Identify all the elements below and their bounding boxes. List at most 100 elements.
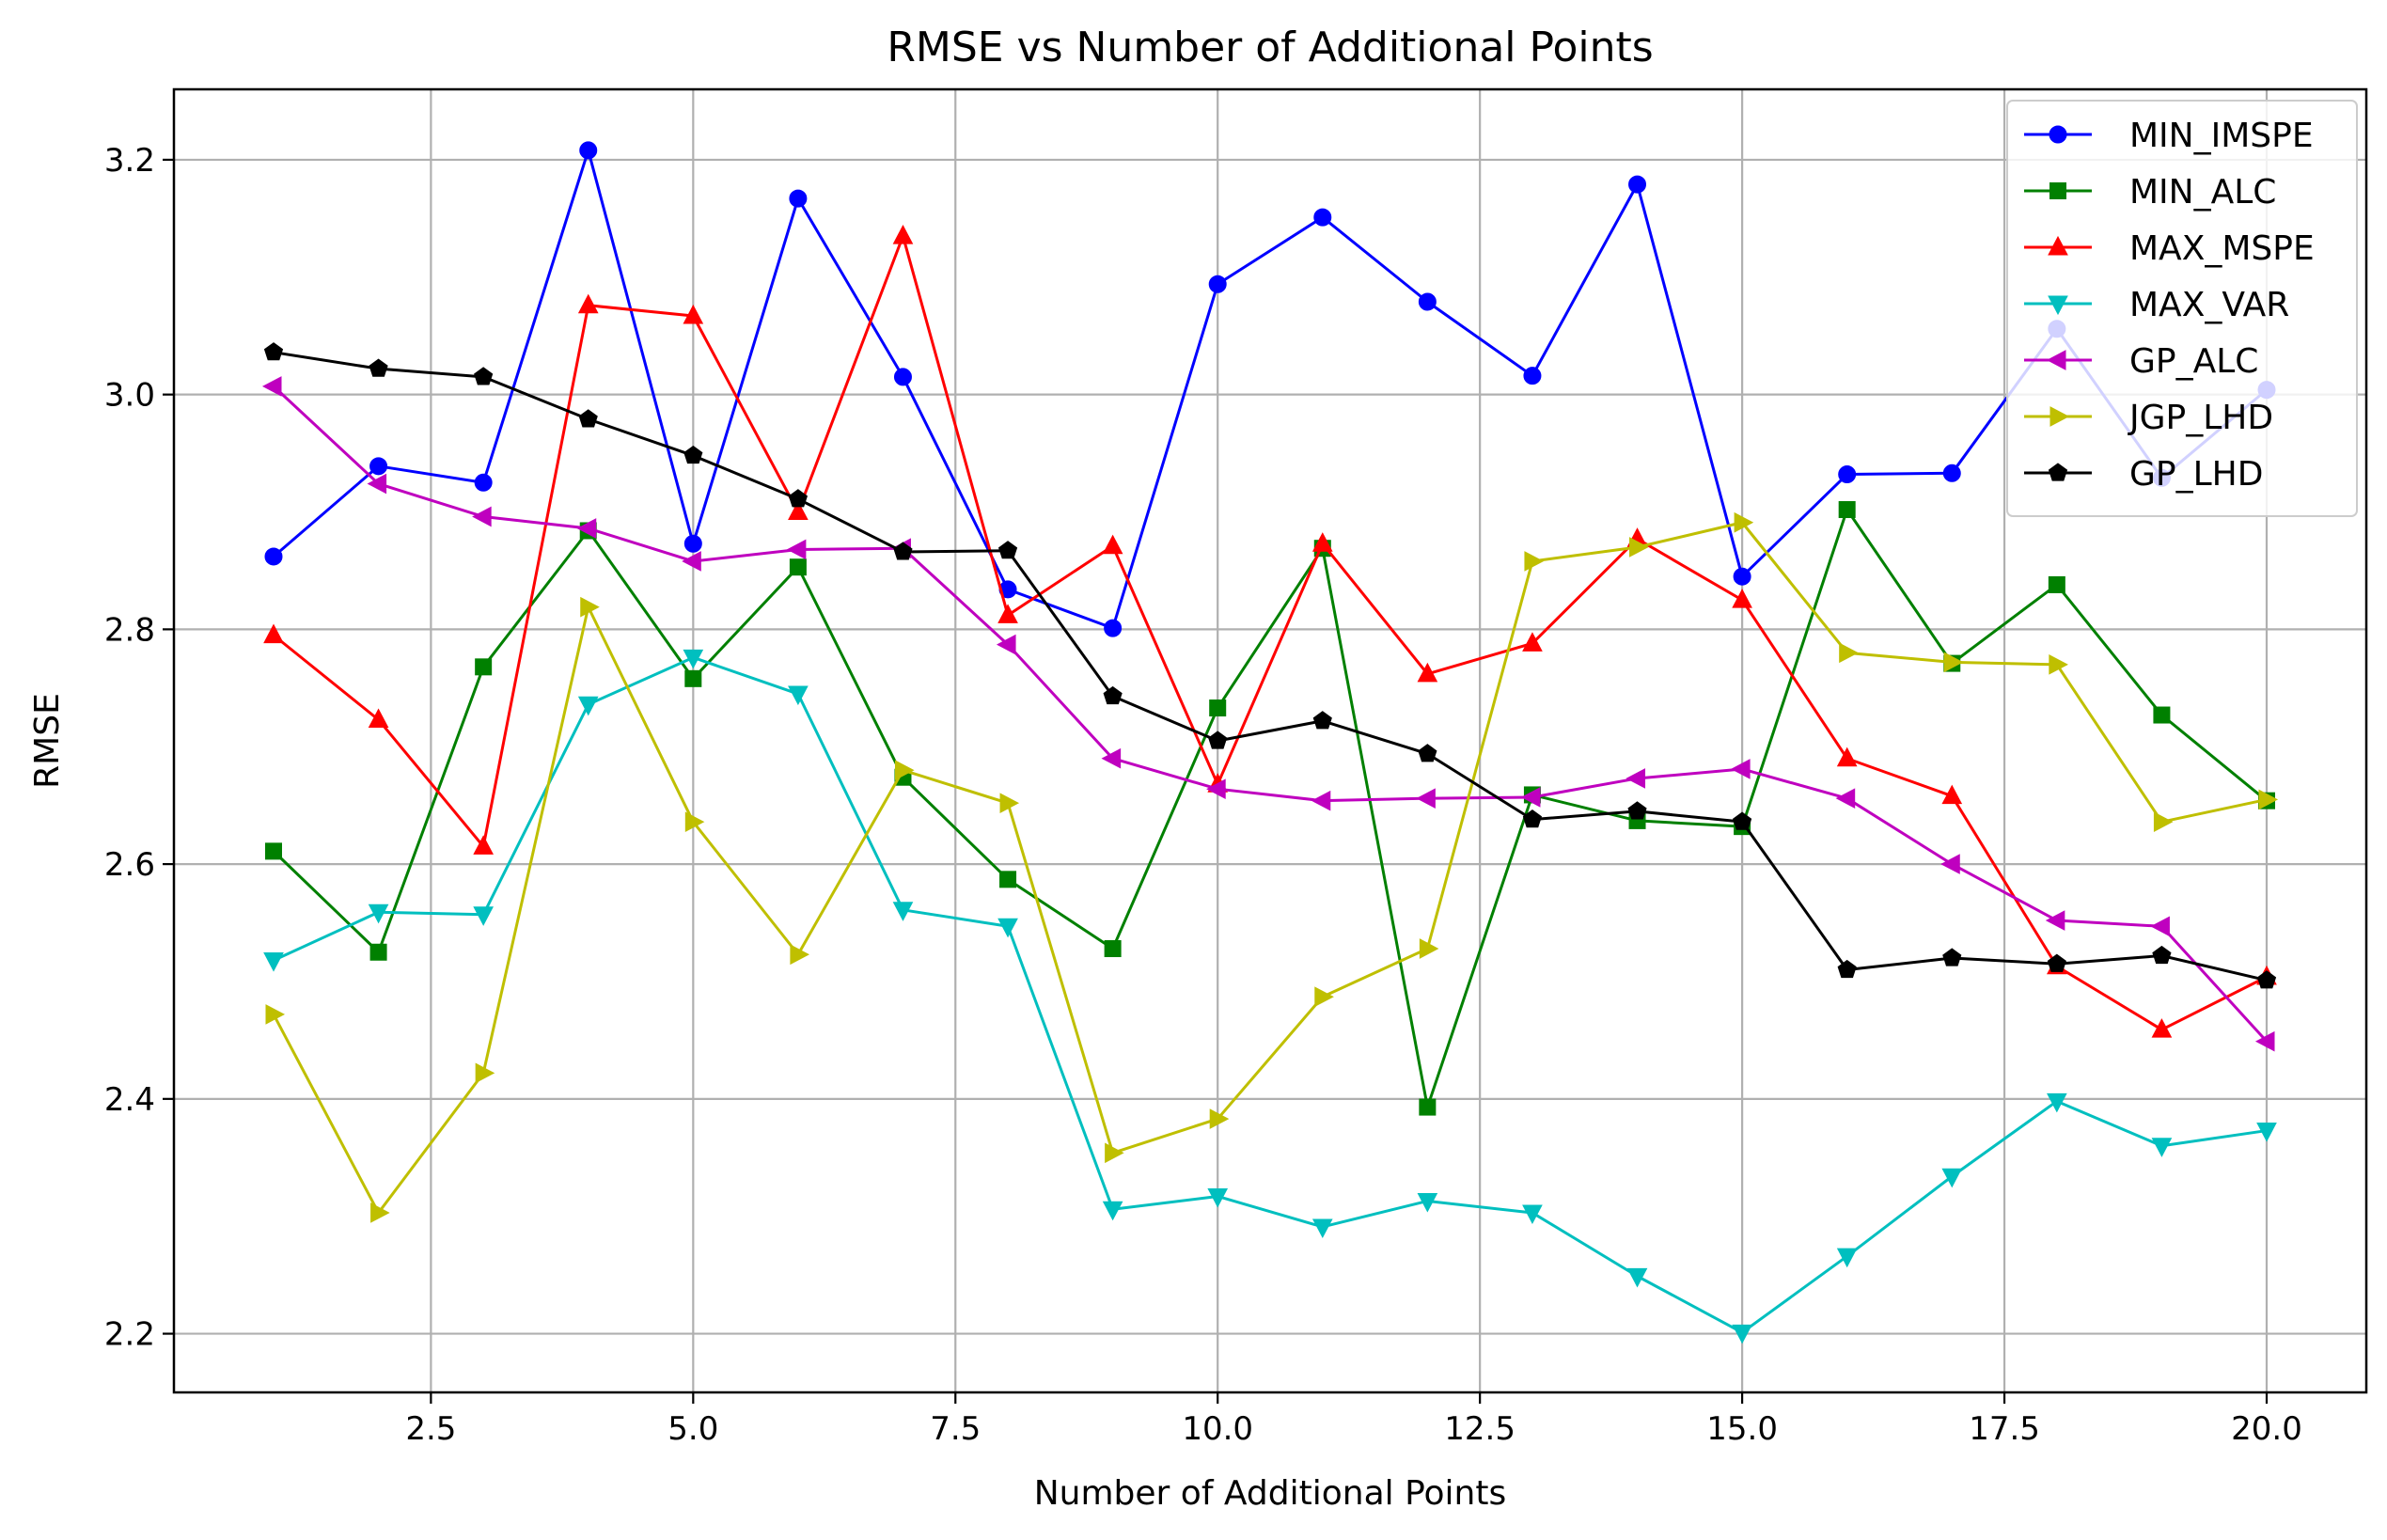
legend-label: JGP_LHD [2128, 399, 2273, 437]
data-point [1416, 788, 1436, 809]
data-point [263, 951, 284, 972]
data-point [265, 842, 282, 860]
data-point [369, 358, 388, 377]
data-point [367, 473, 387, 495]
legend-marker [2048, 463, 2068, 481]
data-point [474, 473, 493, 492]
data-point [1206, 778, 1226, 800]
series-gp-lhd [263, 342, 2277, 989]
legend: MIN_IMSPE MIN_ALC MAX_MSPE MAX_VAR GP_ALC JGP… [2006, 100, 2358, 517]
data-point [1942, 464, 1961, 482]
data-point [1625, 768, 1646, 789]
data-point [786, 539, 807, 560]
data-point [892, 902, 914, 921]
data-point [2254, 1030, 2275, 1052]
legend-entry: MAX_MSPE [2024, 229, 2315, 268]
data-point [1940, 854, 1960, 874]
data-point [580, 596, 600, 618]
data-point [997, 918, 1018, 938]
x-tick-label: 7.5 [930, 1410, 981, 1448]
data-point [1311, 1218, 1333, 1239]
x-axis-label: Number of Additional Points [1034, 1474, 1507, 1513]
data-point [1732, 589, 1752, 608]
series-layer [261, 141, 2279, 1344]
data-point [1523, 367, 1542, 385]
data-point [1418, 744, 1437, 762]
legend-entry: GP_LHD [2024, 455, 2263, 494]
data-point [1734, 511, 1754, 533]
data-point [473, 835, 494, 855]
legend-label: MAX_VAR [2129, 286, 2289, 324]
data-point [2153, 811, 2174, 832]
data-point [892, 225, 914, 244]
data-point [997, 541, 1018, 559]
legend-marker [2046, 350, 2066, 370]
data-point [368, 904, 389, 924]
data-point [1731, 759, 1751, 779]
y-tick-label: 2.8 [104, 611, 155, 649]
data-point [1732, 1324, 1752, 1344]
data-point [1207, 1187, 1229, 1208]
chart-title: RMSE vs Number of Additional Points [887, 24, 1653, 71]
data-point [1208, 275, 1227, 293]
legend-entry: MAX_VAR [2024, 286, 2289, 324]
data-point [1103, 685, 1123, 705]
data-point [1524, 551, 1545, 572]
data-point [1209, 1108, 1230, 1129]
legend-entry: JGP_LHD [2024, 399, 2273, 437]
legend-marker [2049, 406, 2070, 427]
data-point [473, 906, 494, 926]
data-point [474, 367, 494, 385]
data-point [1102, 534, 1123, 555]
series-gp-alc [261, 376, 2275, 1052]
data-point [683, 445, 703, 464]
data-point [576, 518, 597, 539]
data-point [2256, 970, 2277, 989]
y-tick-label: 2.4 [104, 1081, 155, 1119]
data-point [788, 685, 809, 706]
legend-marker [2049, 125, 2067, 144]
data-point [1839, 642, 1859, 664]
series-line [272, 385, 2269, 1043]
legend-label: MIN_ALC [2129, 173, 2276, 212]
data-point [1208, 731, 1228, 749]
data-point [1522, 809, 1543, 828]
y-tick-label: 2.2 [104, 1316, 155, 1354]
data-point [2049, 654, 2068, 675]
data-point [997, 604, 1018, 623]
plot-frame [172, 87, 2368, 1394]
data-point [1628, 175, 1647, 194]
data-point [788, 500, 809, 521]
data-point [1417, 1192, 1438, 1213]
data-point [1733, 811, 1752, 830]
data-point [1105, 1142, 1124, 1164]
data-point [1942, 948, 1962, 966]
data-point [1314, 986, 1334, 1008]
data-point [2150, 916, 2170, 937]
data-point [1836, 746, 1858, 767]
data-point [1419, 938, 1439, 959]
legend-entry: GP_ALC [2024, 342, 2258, 381]
data-point [577, 293, 599, 314]
data-point [1102, 1201, 1123, 1221]
series-line [272, 521, 2268, 1215]
data-point [893, 368, 912, 386]
data-point [1941, 784, 1963, 805]
legend-box [2006, 100, 2358, 517]
series-jgp-lhd [265, 511, 2279, 1223]
legend-marker [2049, 182, 2066, 199]
data-point [683, 649, 704, 669]
legend-label: MAX_MSPE [2129, 229, 2315, 268]
legend-entry: MIN_ALC [2024, 173, 2276, 212]
data-point [2152, 945, 2172, 965]
data-point [1419, 1098, 1437, 1116]
data-point [475, 1062, 495, 1084]
legend-entry: MIN_IMSPE [2024, 117, 2314, 155]
data-point [894, 760, 915, 781]
series-line [273, 149, 2268, 630]
series-line [273, 234, 2268, 1031]
data-point [996, 634, 1016, 655]
data-point [1835, 788, 1856, 809]
